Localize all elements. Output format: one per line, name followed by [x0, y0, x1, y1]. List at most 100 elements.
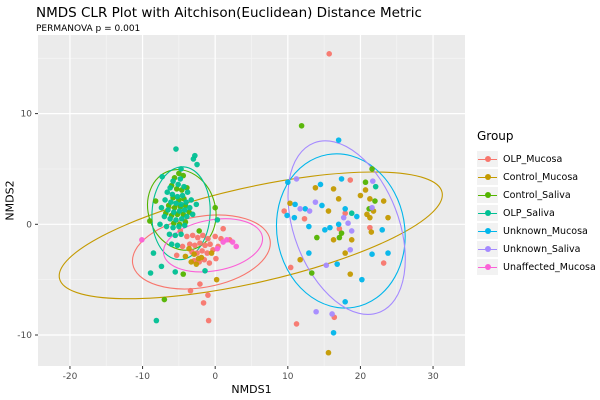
point-OLP_Mucosa — [281, 208, 287, 214]
series-OLP_Saliva — [147, 146, 379, 324]
point-OLP_Saliva — [170, 178, 176, 184]
series-Control_Mucosa — [182, 184, 391, 356]
point-OLP_Saliva — [188, 197, 195, 203]
point-Unknown_Mucosa — [302, 206, 309, 212]
legend-label: Unknown_Saliva — [503, 243, 581, 255]
point-OLP_Mucosa — [206, 260, 213, 266]
point-Control_Mucosa — [325, 349, 332, 356]
legend-key-icon — [477, 241, 498, 257]
point-Unknown_Mucosa — [379, 227, 386, 233]
point-OLP_Saliva — [172, 269, 179, 275]
point-OLP_Saliva — [147, 270, 154, 276]
point-Unaffected_Mucosa — [224, 236, 230, 243]
point-OLP_Mucosa — [205, 317, 212, 324]
point-OLP_Saliva — [162, 197, 168, 203]
point-Control_Saliva — [196, 228, 203, 234]
point-Unknown_Saliva — [340, 214, 347, 221]
svg-text:0: 0 — [26, 220, 32, 230]
point-Control_Mucosa — [357, 192, 364, 199]
series-Unknown_Saliva — [293, 176, 376, 317]
point-Unaffected_Mucosa — [229, 239, 236, 245]
point-OLP_Saliva — [153, 317, 160, 324]
series-OLP_Mucosa — [173, 51, 387, 327]
point-OLP_Mucosa — [204, 250, 211, 256]
point-Control_Saliva — [362, 179, 369, 186]
major-gridlines — [38, 35, 465, 366]
point-OLP_Saliva — [176, 223, 182, 230]
point-Unaffected_Mucosa — [214, 245, 221, 252]
point-Control_Saliva — [176, 170, 182, 177]
point-Unknown_Mucosa — [322, 227, 328, 233]
point-Control_Saliva — [171, 204, 178, 211]
legend-label: OLP_Mucosa — [503, 153, 563, 165]
point-Control_Saliva — [314, 234, 320, 241]
point-Control_Saliva — [147, 218, 153, 224]
plot-title: NMDS CLR Plot with Aitchison(Euclidean) … — [36, 5, 422, 21]
point-OLP_Saliva — [167, 215, 173, 222]
point-Control_Saliva — [338, 230, 345, 236]
point-Unknown_Mucosa — [327, 224, 333, 231]
point-OLP_Mucosa — [184, 233, 190, 240]
point-OLP_Mucosa — [212, 233, 218, 240]
point-Unknown_Saliva — [313, 308, 319, 315]
point-OLP_Saliva — [194, 161, 200, 168]
point-Unknown_Mucosa — [330, 329, 337, 336]
point-OLP_Saliva — [159, 173, 165, 180]
point-Unknown_Saliva — [369, 204, 375, 211]
point-OLP_Saliva — [172, 232, 179, 239]
point-OLP_Saliva — [181, 222, 188, 229]
point-OLP_Mucosa — [213, 255, 219, 262]
point-Control_Saliva — [152, 198, 159, 204]
point-Control_Mucosa — [208, 250, 215, 256]
ellipse-Control_Mucosa — [58, 171, 443, 300]
x-axis-ticks: -20 -10 0 10 20 30 — [63, 366, 439, 382]
legend-title: Group — [477, 129, 514, 143]
point-OLP_Saliva — [169, 191, 176, 198]
point-OLP_Saliva — [165, 207, 171, 213]
point-Control_Mucosa — [312, 184, 319, 191]
legend-label: Unknown_Mucosa — [503, 225, 588, 237]
svg-text:30: 30 — [427, 372, 439, 382]
point-Control_Mucosa — [348, 236, 355, 243]
point-OLP_Mucosa — [197, 281, 203, 287]
point-Control_Mucosa — [198, 254, 205, 261]
point-OLP_Saliva — [177, 176, 184, 182]
legend-key-icon — [477, 187, 498, 203]
legend-item-OLP_Saliva: OLP_Saliva — [477, 204, 596, 222]
point-OLP_Saliva — [178, 231, 184, 238]
legend-key-icon — [477, 259, 498, 275]
point-Unknown_Mucosa — [334, 261, 340, 267]
point-OLP_Saliva — [181, 183, 187, 190]
point-Control_Mucosa — [330, 236, 337, 243]
point-OLP_Saliva — [183, 199, 189, 205]
legend-items: OLP_Mucosa Control_Mucosa Control_Saliva OL… — [477, 150, 596, 276]
legend-key-icon — [477, 205, 498, 221]
point-OLP_Mucosa — [194, 234, 201, 241]
ellipse-Unknown_Saliva — [287, 140, 406, 315]
ellipse-OLP_Mucosa — [131, 214, 271, 290]
point-Unknown_Mucosa — [342, 206, 348, 212]
point-OLP_Saliva — [186, 204, 193, 211]
point-OLP_Saliva — [168, 199, 174, 205]
plot-subtitle: PERMANOVA p = 0.001 — [36, 24, 141, 34]
point-Control_Mucosa — [325, 208, 332, 214]
point-Control_Saliva — [336, 234, 343, 241]
point-OLP_Saliva — [174, 242, 181, 249]
point-OLP_Saliva — [178, 166, 184, 172]
point-Control_Mucosa — [368, 229, 375, 235]
point-Unknown_Mucosa — [291, 214, 298, 221]
legend-key-icon — [477, 223, 498, 239]
point-OLP_Saliva — [178, 215, 185, 222]
point-Control_Mucosa — [297, 256, 303, 263]
point-OLP_Saliva — [181, 207, 188, 213]
point-OLP_Saliva — [173, 217, 179, 223]
point-Unknown_Saliva — [348, 228, 355, 234]
svg-text:-10: -10 — [135, 372, 150, 382]
svg-text:0: 0 — [212, 372, 218, 382]
point-OLP_Mucosa — [197, 240, 203, 246]
point-Control_Mucosa — [188, 259, 195, 265]
point-OLP_Mucosa — [187, 287, 194, 294]
point-OLP_Saliva — [184, 213, 190, 220]
point-Unknown_Mucosa — [353, 213, 360, 220]
point-Control_Saliva — [212, 204, 218, 211]
